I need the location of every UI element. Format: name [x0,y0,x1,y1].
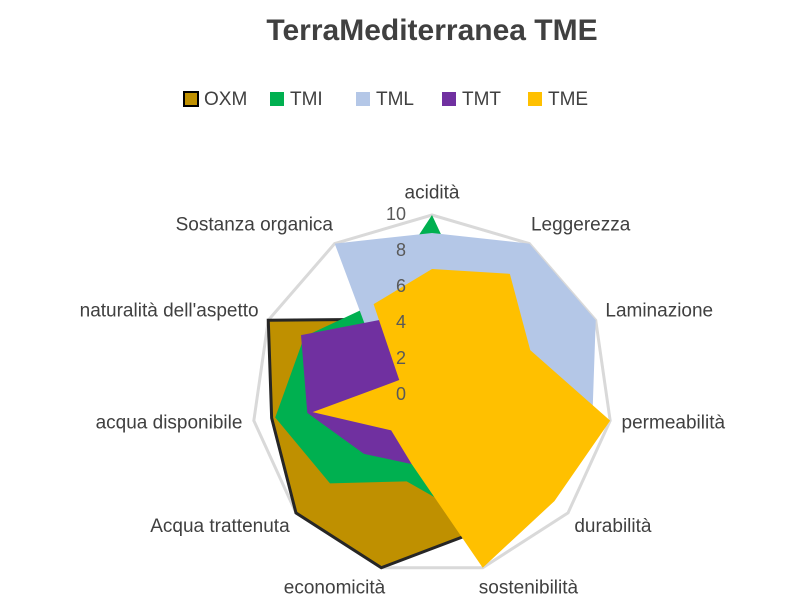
grid-ring [252,213,612,570]
legend-swatch [442,92,456,106]
category-label: durabilità [574,516,652,537]
r-tick-label: 2 [396,348,406,368]
category-label: acidità [405,182,460,203]
category-label: naturalità dell'aspetto [80,300,259,321]
r-tick-label: 8 [396,240,406,260]
legend-label: TMI [290,89,323,110]
radar-area [312,269,611,568]
legend-swatch [270,92,284,106]
category-label: Sostanza organica [176,214,334,235]
chart-title: TerraMediterranea TME [266,14,597,47]
legend-label: TME [548,89,588,110]
category-label: permeabilità [622,413,726,434]
legend-swatch [183,91,199,107]
r-tick-label: 0 [396,384,406,404]
category-label: acqua disponibile [96,413,243,434]
r-tick-label: 10 [386,204,406,224]
legend-label: TMT [462,89,501,110]
category-label: economicità [284,577,386,598]
legend-label: TML [376,89,414,110]
category-label: Leggerezza [531,214,631,235]
category-label: sostenibilità [479,577,579,598]
legend-label: OXM [204,89,247,110]
legend-swatch [356,92,370,106]
r-tick-label: 4 [396,312,406,332]
category-label: Acqua trattenuta [150,516,290,537]
category-label: Laminazione [605,300,713,321]
legend-swatch [528,92,542,106]
r-tick-label: 6 [396,276,406,296]
